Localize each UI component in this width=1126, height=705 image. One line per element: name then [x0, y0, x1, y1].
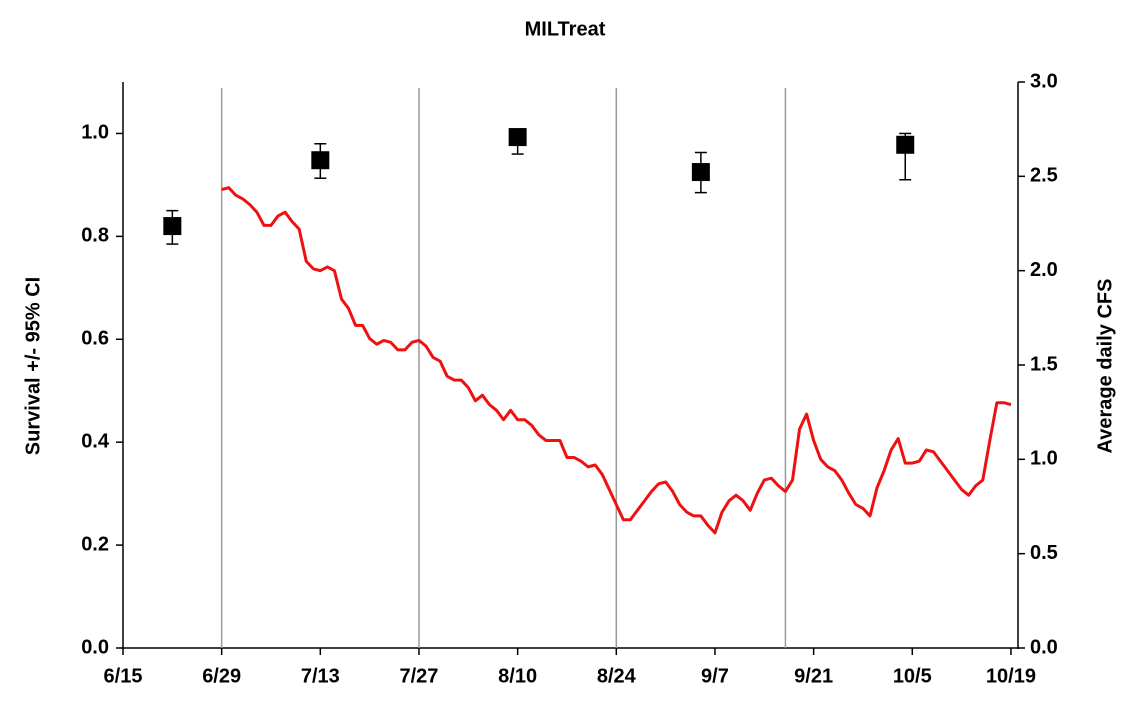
y2-tick-label: 2.5: [1030, 165, 1058, 187]
x-tick-label: 10/19: [986, 665, 1036, 687]
survival-point: [311, 151, 330, 170]
x-tick-label: 6/29: [202, 665, 241, 687]
y2-tick-label: 3.0: [1030, 70, 1058, 92]
y-axis-label: Survival +/- 95% CI: [22, 277, 44, 455]
y-tick-label: 0.4: [81, 430, 110, 452]
y-tick-label: 0.2: [81, 533, 109, 555]
y2-tick-label: 1.0: [1030, 448, 1058, 470]
x-tick-label: 9/7: [701, 665, 729, 687]
survival-point: [691, 163, 710, 182]
x-tick-label: 8/10: [498, 665, 537, 687]
x-tick-label: 7/27: [400, 665, 439, 687]
survival-point: [163, 217, 182, 236]
survival-point: [896, 135, 915, 154]
x-tick-label: 9/21: [794, 665, 833, 687]
chart-title: MILTreat: [525, 18, 606, 40]
y2-tick-label: 2.0: [1030, 259, 1058, 281]
x-tick-label: 7/13: [301, 665, 340, 687]
y2-tick-label: 0.0: [1030, 636, 1058, 658]
y2-tick-label: 0.5: [1030, 542, 1058, 564]
x-tick-label: 8/24: [597, 665, 637, 687]
y-tick-label: 0.8: [81, 225, 109, 247]
survival-point: [508, 128, 527, 147]
y2-tick-label: 1.5: [1030, 353, 1058, 375]
y-tick-label: 0.6: [81, 328, 109, 350]
y2-axis-label: Average daily CFS: [1094, 279, 1116, 454]
x-tick-label: 6/15: [104, 665, 143, 687]
y-tick-label: 0.0: [81, 636, 109, 658]
y-tick-label: 1.0: [81, 122, 109, 144]
flow-line: [221, 186, 1012, 535]
x-tick-label: 10/5: [893, 665, 932, 687]
